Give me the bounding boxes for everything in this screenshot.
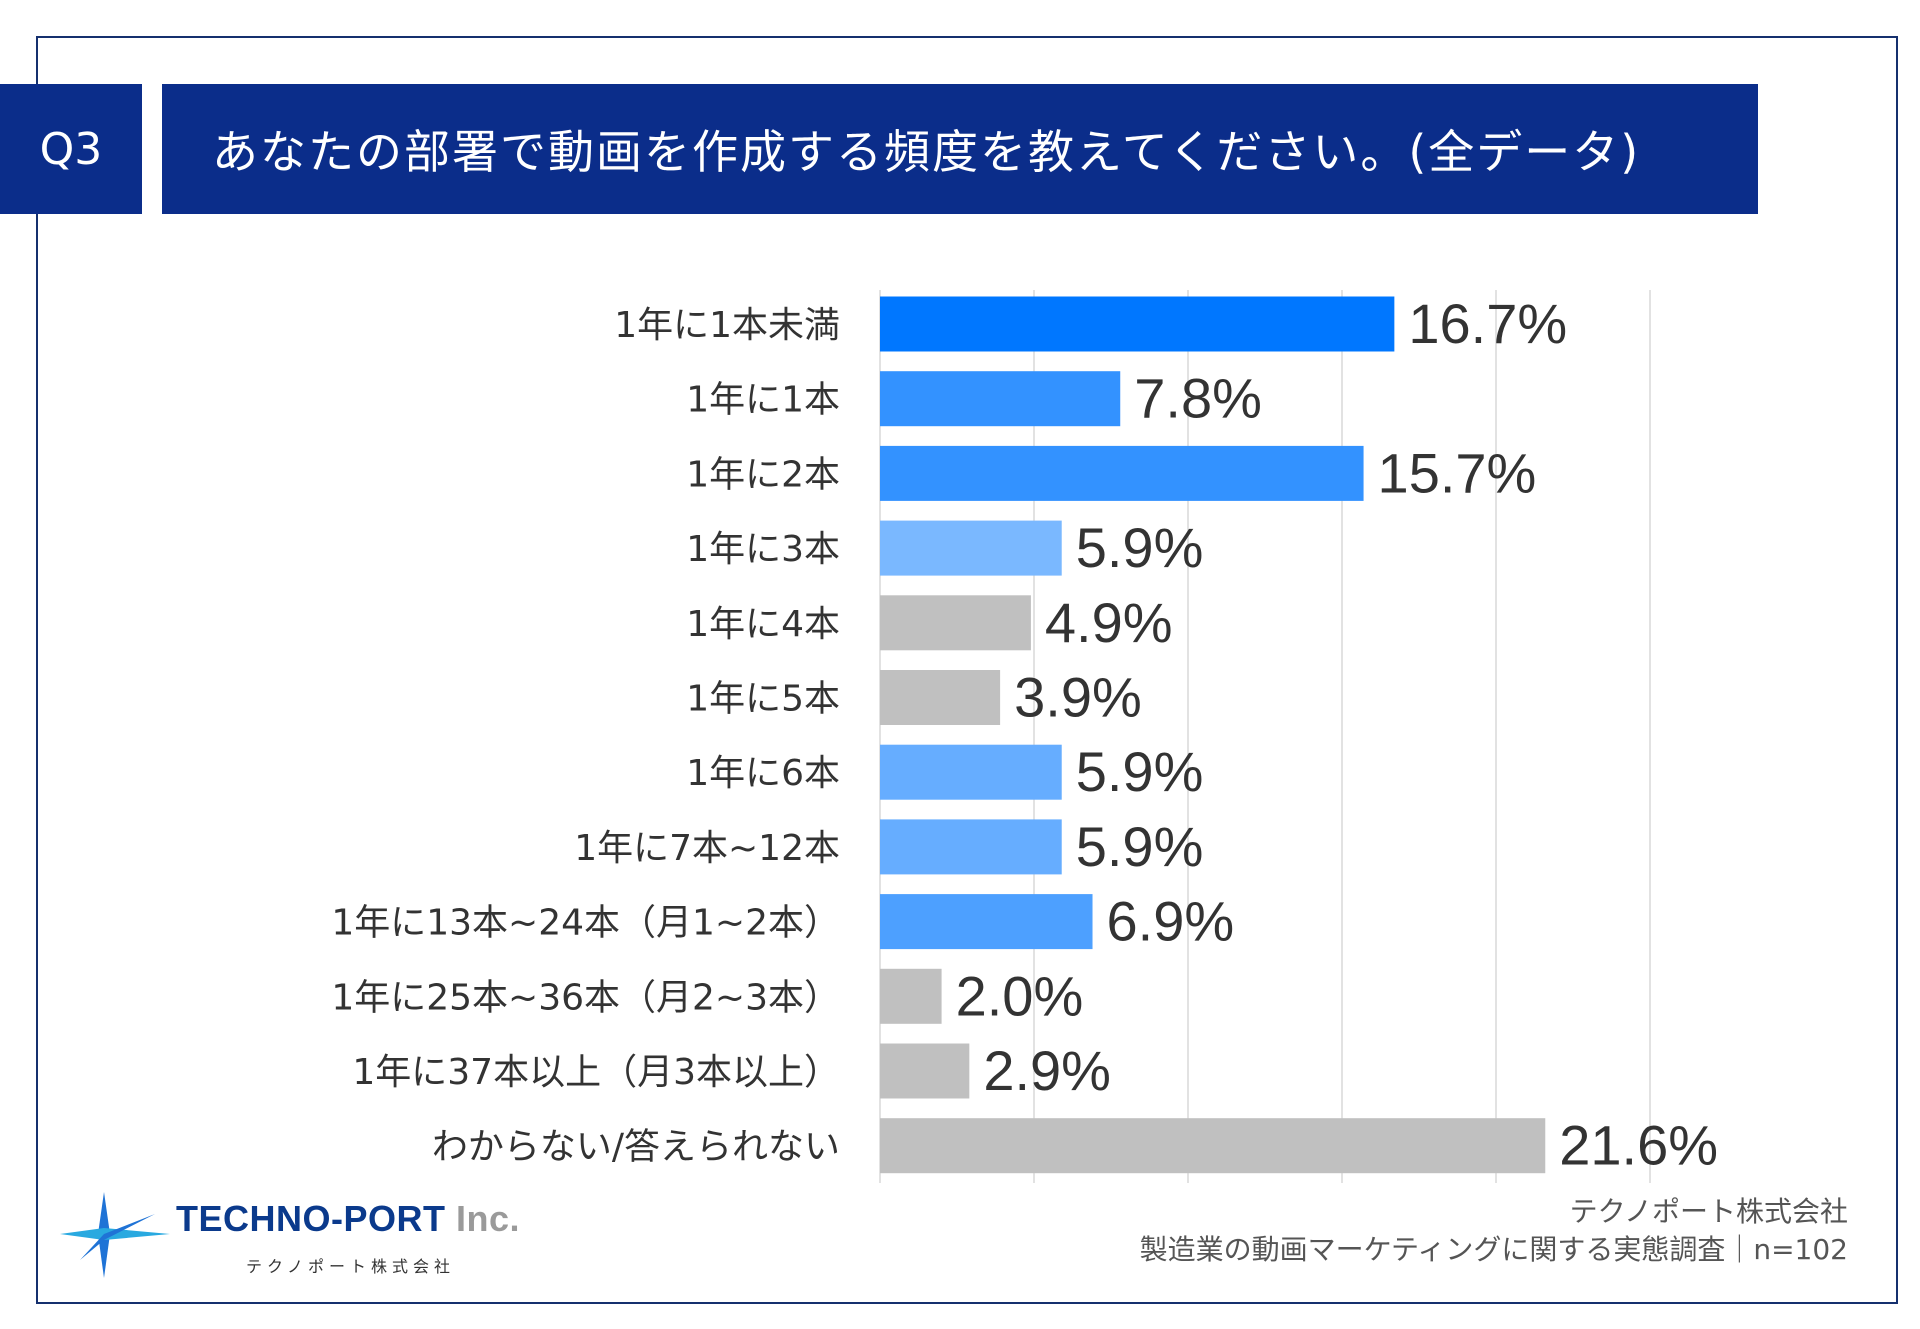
category-label-7: 1年に7本~12本 [574, 828, 840, 869]
question-title: あなたの部署で動画を作成する頻度を教えてください。(全データ) [162, 84, 1758, 214]
bar-3 [880, 520, 1062, 576]
value-label-5: 3.9% [1014, 666, 1142, 729]
value-label-2: 15.7% [1378, 441, 1537, 504]
value-label-6: 5.9% [1076, 740, 1204, 803]
bar-5 [880, 670, 1001, 725]
value-label-7: 5.9% [1076, 815, 1204, 878]
category-label-8: 1年に13本~24本（月1~2本） [331, 903, 840, 944]
value-label-9: 2.0% [956, 964, 1084, 1027]
bar-2 [880, 445, 1364, 501]
footer-survey: 製造業の動画マーケティングに関する実態調査｜n=102 [1139, 1233, 1848, 1266]
category-label-11: わからない/答えられない [432, 1127, 840, 1168]
category-label-10: 1年に37本以上（月3本以上） [352, 1052, 840, 1093]
footer-source: テクノポート株式会社 製造業の動画マーケティングに関する実態調査｜n=102 [1140, 1193, 1848, 1269]
value-label-10: 2.9% [983, 1039, 1111, 1102]
company-logo: TECHNO-PORT Inc. テクノポート株式会社 [60, 1190, 530, 1280]
category-label-0: 1年に1本未満 [614, 305, 840, 346]
category-label-4: 1年に4本 [686, 604, 840, 645]
value-label-11: 21.6% [1559, 1114, 1718, 1177]
bar-7 [880, 819, 1062, 875]
logo-text-main: TECHNO-PORT [176, 1198, 446, 1239]
bar-10 [880, 1043, 970, 1099]
category-label-5: 1年に5本 [686, 679, 840, 720]
question-number: Q3 [0, 84, 142, 214]
footer-company: テクノポート株式会社 [1569, 1195, 1848, 1228]
category-label-2: 1年に2本 [686, 454, 840, 495]
logo-text-suffix: Inc. [445, 1198, 521, 1239]
chart-frame [36, 36, 1898, 1304]
category-label-3: 1年に3本 [686, 529, 840, 570]
value-label-0: 16.7% [1408, 292, 1567, 355]
bar-11 [880, 1118, 1546, 1174]
bar-4 [880, 595, 1031, 651]
bar-6 [880, 744, 1062, 800]
logo-star-icon [60, 1192, 170, 1278]
logo-subtext: テクノポート株式会社 [246, 1257, 456, 1276]
category-label-1: 1年に1本 [686, 380, 840, 421]
value-label-8: 6.9% [1107, 890, 1235, 953]
value-label-4: 4.9% [1045, 591, 1173, 654]
value-label-1: 7.8% [1134, 367, 1262, 430]
logo-text: TECHNO-PORT Inc. [176, 1198, 520, 1240]
bar-1 [880, 371, 1121, 427]
bar-9 [880, 968, 942, 1024]
category-label-9: 1年に25本~36本（月2~3本） [331, 977, 840, 1018]
bar-0 [880, 296, 1395, 352]
bar-8 [880, 894, 1093, 950]
category-label-6: 1年に6本 [686, 753, 840, 794]
value-label-3: 5.9% [1076, 516, 1204, 579]
